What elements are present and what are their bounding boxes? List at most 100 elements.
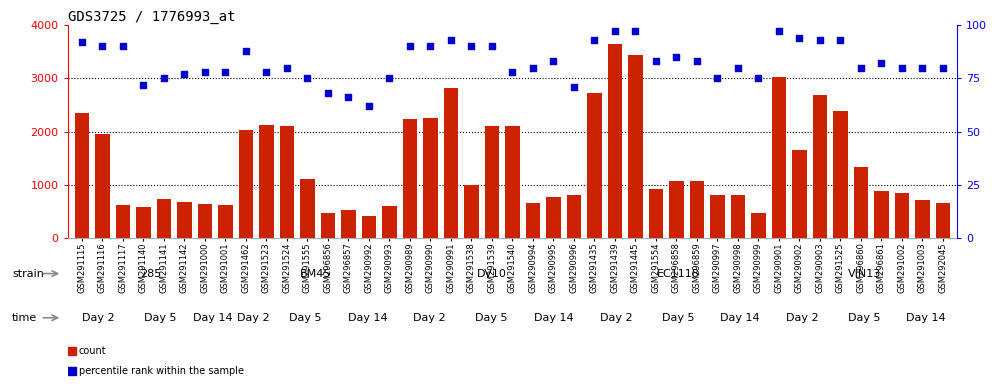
Point <box>710 75 726 81</box>
Point <box>341 94 357 101</box>
Text: BM45: BM45 <box>300 268 332 279</box>
Bar <box>362 216 376 238</box>
Bar <box>341 210 356 238</box>
Bar <box>443 88 458 238</box>
Bar <box>157 199 171 238</box>
Point <box>914 65 930 71</box>
Point <box>546 58 562 64</box>
Point <box>832 37 848 43</box>
Text: Day 5: Day 5 <box>144 313 177 323</box>
Point <box>730 65 746 71</box>
Text: Day 2: Day 2 <box>414 313 446 323</box>
Text: Day 5: Day 5 <box>848 313 881 323</box>
Bar <box>833 111 848 238</box>
Bar <box>115 205 130 238</box>
Text: strain: strain <box>12 268 44 279</box>
Text: GDS3725 / 1776993_at: GDS3725 / 1776993_at <box>68 10 236 24</box>
Bar <box>219 205 233 238</box>
Point <box>935 65 951 71</box>
Point <box>668 54 684 60</box>
Point <box>402 43 417 50</box>
Point <box>689 58 705 64</box>
Point <box>894 65 910 71</box>
Bar <box>198 204 212 238</box>
Text: Day 2: Day 2 <box>599 313 632 323</box>
Bar <box>690 180 704 238</box>
Bar <box>547 197 561 238</box>
Bar <box>711 195 725 238</box>
Bar <box>751 213 765 238</box>
Bar <box>649 189 663 238</box>
Text: Day 2: Day 2 <box>238 313 270 323</box>
Point <box>750 75 766 81</box>
Text: Day 14: Day 14 <box>348 313 388 323</box>
Bar <box>771 77 786 238</box>
Point <box>344 56 360 63</box>
Bar <box>895 193 910 238</box>
Text: count: count <box>79 346 106 356</box>
Point <box>463 43 479 50</box>
Bar <box>300 179 314 238</box>
Point <box>320 90 336 96</box>
Bar <box>383 205 397 238</box>
Text: Day 14: Day 14 <box>534 313 574 323</box>
Bar <box>423 118 437 238</box>
Bar <box>403 119 417 238</box>
Text: DV10: DV10 <box>477 268 507 279</box>
Point <box>853 65 869 71</box>
Point <box>299 75 315 81</box>
Text: VIN13: VIN13 <box>848 268 881 279</box>
Point <box>874 60 890 66</box>
Point <box>422 43 438 50</box>
Point <box>218 69 234 75</box>
Point <box>586 37 602 43</box>
Point <box>484 43 500 50</box>
Bar <box>239 131 253 238</box>
Text: 285: 285 <box>140 268 161 279</box>
Point <box>648 58 664 64</box>
Bar <box>669 180 684 238</box>
Point <box>135 81 151 88</box>
Bar <box>177 202 192 238</box>
Text: Day 5: Day 5 <box>475 313 508 323</box>
Bar <box>136 207 151 238</box>
Text: Day 5: Day 5 <box>662 313 694 323</box>
Bar <box>915 200 929 238</box>
Text: Day 2: Day 2 <box>785 313 818 323</box>
Point <box>197 69 213 75</box>
Bar <box>75 113 89 238</box>
Point <box>791 35 807 41</box>
Text: Day 14: Day 14 <box>907 313 946 323</box>
Bar <box>95 134 109 238</box>
Text: Day 14: Day 14 <box>721 313 759 323</box>
Bar <box>874 191 889 238</box>
Point <box>238 48 253 54</box>
Point <box>279 65 295 71</box>
Point <box>156 75 172 81</box>
Bar <box>628 55 642 238</box>
Point <box>607 28 623 35</box>
Point <box>812 37 828 43</box>
Text: time: time <box>12 313 38 323</box>
Point <box>115 43 131 50</box>
Point <box>525 65 541 71</box>
Bar <box>567 195 581 238</box>
Bar <box>792 150 806 238</box>
Point <box>361 103 377 109</box>
Bar <box>485 126 499 238</box>
Bar <box>607 44 622 238</box>
Text: EC1118: EC1118 <box>656 268 700 279</box>
Bar <box>526 203 540 238</box>
Point <box>443 37 459 43</box>
Bar <box>321 212 335 238</box>
Bar <box>935 204 950 238</box>
Bar <box>587 93 601 238</box>
Point <box>505 69 521 75</box>
Point <box>566 84 581 90</box>
Text: Day 2: Day 2 <box>83 313 115 323</box>
Bar <box>854 167 868 238</box>
Point <box>258 69 274 75</box>
Bar <box>813 95 827 238</box>
Bar <box>279 126 294 238</box>
Text: Day 5: Day 5 <box>289 313 322 323</box>
